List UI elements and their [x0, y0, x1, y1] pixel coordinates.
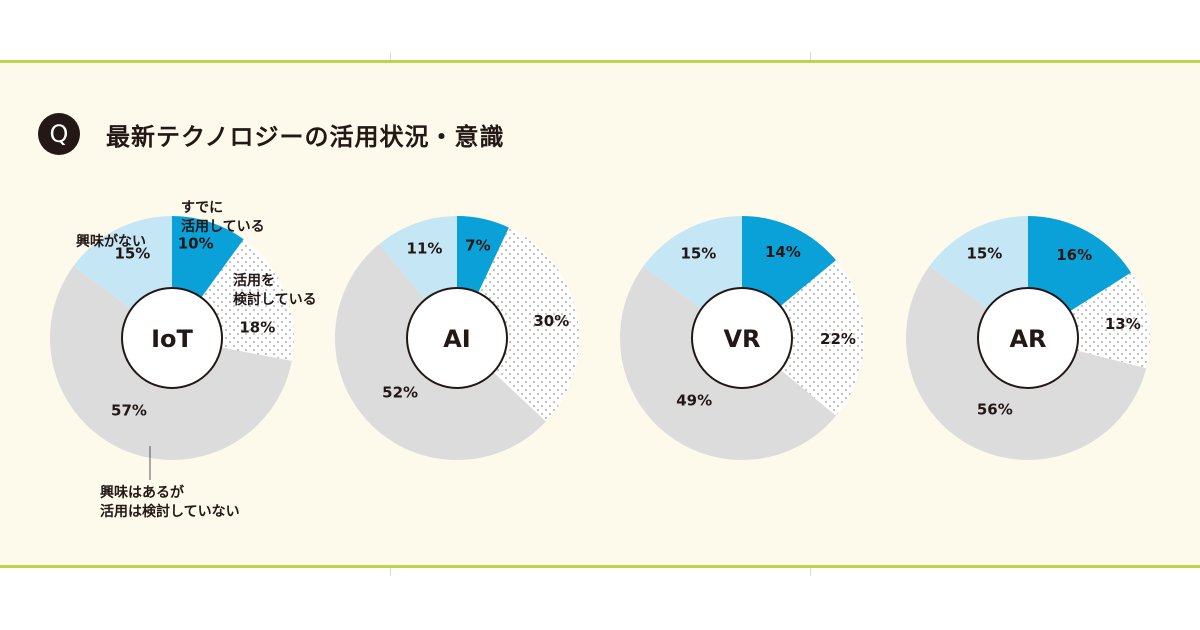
- pie-center: [121, 287, 223, 389]
- figure-title: 最新テクノロジーの活用状況・意識: [106, 123, 505, 151]
- data-label: 16%: [1056, 246, 1092, 264]
- question-badge: Q: [38, 113, 80, 155]
- crop-mark: [390, 568, 391, 576]
- data-label: 22%: [820, 330, 856, 348]
- data-label: 14%: [765, 243, 801, 261]
- crop-mark: [810, 52, 811, 60]
- chart-title: VR: [723, 325, 760, 353]
- pie-slice-considering: [742, 260, 865, 416]
- pie-center: [691, 287, 793, 389]
- data-label: 30%: [533, 312, 569, 330]
- pie-center: [406, 287, 508, 389]
- data-label: 57%: [111, 402, 147, 420]
- data-label: 10%: [178, 235, 214, 253]
- pie-center: [977, 287, 1079, 389]
- chart-title: AR: [1009, 325, 1046, 353]
- data-label: 7%: [465, 236, 490, 254]
- data-label: 18%: [239, 319, 275, 337]
- data-label: 49%: [676, 392, 712, 410]
- chart-title: AI: [443, 325, 471, 353]
- data-label: 15%: [966, 245, 1002, 263]
- legend-label-not-interested: 興味がない: [76, 234, 146, 250]
- data-label: 15%: [680, 245, 716, 263]
- chart-title: IoT: [151, 325, 193, 353]
- crop-mark: [810, 568, 811, 576]
- legend-label-interested-not-considering: 興味はあるが 活用は検討していない: [100, 485, 240, 520]
- legend-label-considering: 活用を 検討している: [233, 273, 317, 308]
- data-label: 52%: [382, 383, 418, 401]
- crop-mark: [390, 52, 391, 60]
- data-label: 15%: [114, 245, 150, 263]
- pie-slice-considering: [457, 227, 579, 422]
- legend-label-using: すでに 活用している: [181, 200, 265, 235]
- data-label: 11%: [407, 240, 443, 258]
- data-label: 56%: [977, 401, 1013, 419]
- data-label: 13%: [1105, 315, 1141, 333]
